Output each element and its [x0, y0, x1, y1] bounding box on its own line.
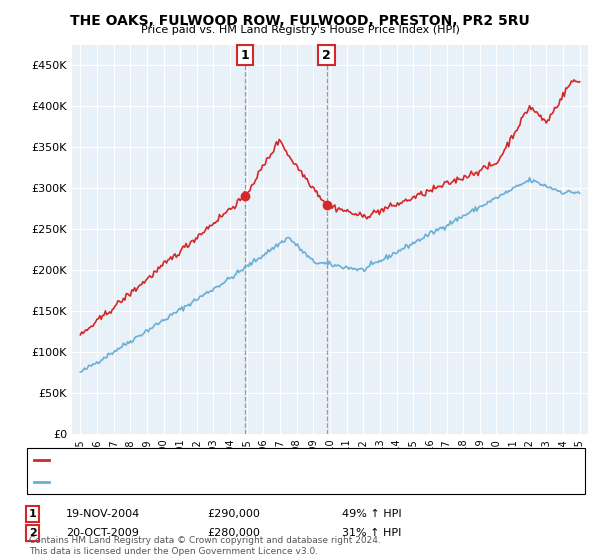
Text: HPI: Average price, detached house, Preston: HPI: Average price, detached house, Pres…	[53, 477, 271, 487]
Text: 19-NOV-2004: 19-NOV-2004	[66, 509, 140, 519]
Text: 49% ↑ HPI: 49% ↑ HPI	[342, 509, 401, 519]
Text: THE OAKS, FULWOOD ROW, FULWOOD, PRESTON, PR2 5RU (detached house): THE OAKS, FULWOOD ROW, FULWOOD, PRESTON,…	[53, 455, 431, 465]
Text: £280,000: £280,000	[207, 528, 260, 538]
Text: 2: 2	[322, 49, 331, 62]
Text: THE OAKS, FULWOOD ROW, FULWOOD, PRESTON, PR2 5RU: THE OAKS, FULWOOD ROW, FULWOOD, PRESTON,…	[70, 14, 530, 28]
Text: 2: 2	[29, 528, 37, 538]
Text: Contains HM Land Registry data © Crown copyright and database right 2024.
This d: Contains HM Land Registry data © Crown c…	[29, 536, 380, 556]
Text: 1: 1	[241, 49, 249, 62]
Text: £290,000: £290,000	[207, 509, 260, 519]
Text: 31% ↑ HPI: 31% ↑ HPI	[342, 528, 401, 538]
Text: 1: 1	[29, 509, 37, 519]
Text: Price paid vs. HM Land Registry's House Price Index (HPI): Price paid vs. HM Land Registry's House …	[140, 25, 460, 35]
Text: 20-OCT-2009: 20-OCT-2009	[66, 528, 139, 538]
